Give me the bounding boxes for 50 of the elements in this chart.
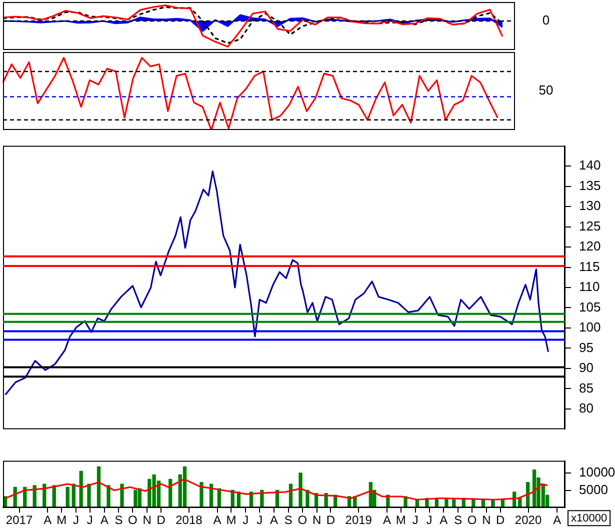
- y-tick-label: 90: [579, 360, 594, 376]
- y-tick-label: 115: [579, 258, 600, 274]
- x-tick-label: D: [326, 513, 336, 528]
- x-tick-label: D: [496, 513, 506, 528]
- x-tick-label: S: [454, 513, 462, 528]
- y-tick-label: 95: [579, 340, 594, 355]
- y-tick-label: 120: [579, 238, 601, 254]
- x-tick-label: A: [44, 513, 52, 528]
- x-tick-label: S: [114, 513, 123, 528]
- text: 50: [538, 82, 554, 98]
- x-tick-label: J: [412, 513, 418, 528]
- x-tick-label: A: [440, 513, 448, 528]
- y-tick-label: 80: [579, 400, 594, 416]
- y-tick-label: 10000: [579, 464, 615, 480]
- x-tick-label: J: [86, 513, 93, 528]
- y-tick-label: 100: [579, 320, 601, 335]
- x-tick-label: J: [72, 513, 79, 528]
- x-tick-label: M: [56, 513, 67, 528]
- x-tick-label: J: [426, 513, 432, 528]
- y-tick-label: 130: [579, 198, 601, 214]
- x-tick-label: 2020: [514, 513, 542, 528]
- ref-line-label: 0: [542, 12, 550, 28]
- y-tick-label: 135: [579, 178, 601, 193]
- y-axis-title: x10000: [571, 512, 608, 525]
- x-tick-label: A: [270, 513, 278, 528]
- x-tick-label: N: [312, 513, 322, 528]
- x-tick-label: O: [298, 513, 308, 528]
- x-tick-label: 2017: [6, 513, 33, 528]
- x-tick-label: 2019: [345, 513, 372, 528]
- x-tick-label: J: [242, 513, 249, 528]
- x-tick-label: S: [284, 513, 292, 528]
- x-tick-label: N: [142, 513, 152, 528]
- x-tick-label: J: [256, 513, 263, 528]
- y-tick-label: 85: [579, 380, 594, 396]
- x-tick-label: M: [226, 513, 236, 528]
- x-tick-label: O: [128, 513, 138, 528]
- y-tick-label: 5000: [579, 482, 608, 497]
- x-tick-label: A: [213, 513, 222, 528]
- x-tick-label: N: [482, 513, 491, 528]
- y-tick-label: 105: [579, 299, 601, 314]
- y-tick-label: 140: [579, 158, 601, 173]
- x-tick-label: M: [396, 513, 406, 528]
- x-tick-label: A: [382, 513, 391, 528]
- y-tick-label: 125: [579, 218, 601, 234]
- y-tick-label: 110: [579, 279, 600, 294]
- x-tick-label: D: [156, 513, 166, 528]
- x-tick-label: 2018: [176, 513, 203, 528]
- x-tick-label: O: [467, 513, 477, 528]
- x-tick-label: A: [100, 513, 108, 528]
- x-tick-label: A: [553, 513, 562, 528]
